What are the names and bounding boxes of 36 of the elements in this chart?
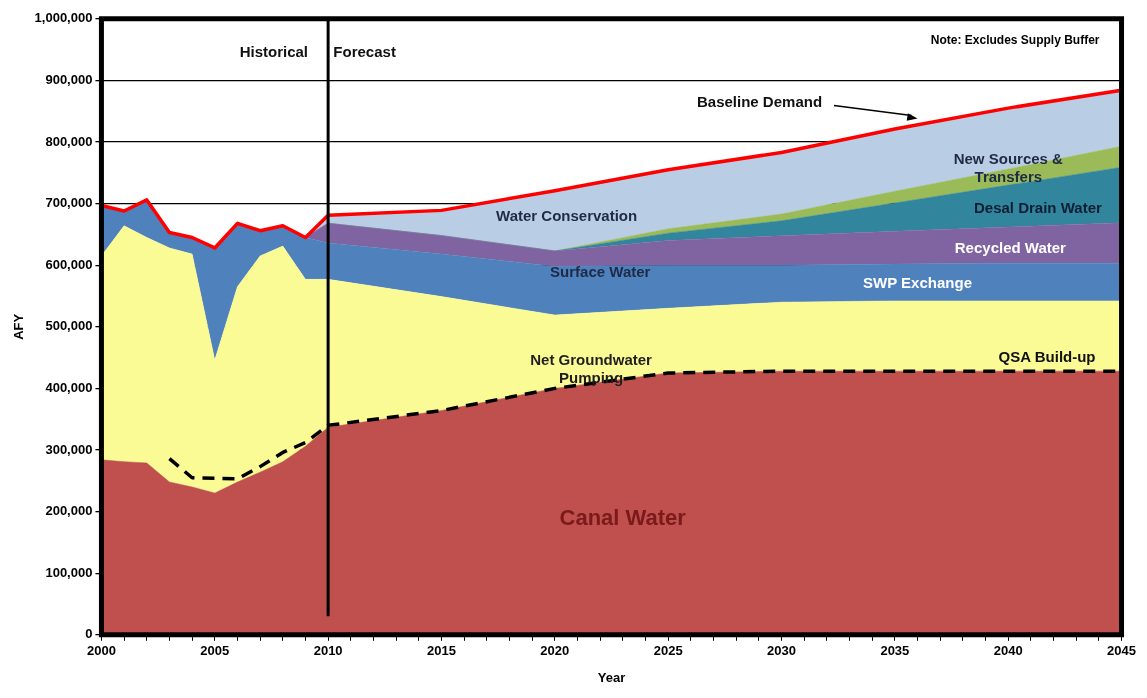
x-tick-label: 2015 xyxy=(427,643,456,659)
y-tick-label: 300,000 xyxy=(45,441,93,457)
y-tick-label: 500,000 xyxy=(45,318,93,334)
x-tick-label: 2010 xyxy=(313,643,343,659)
annotation: QSA Build-up xyxy=(998,347,1096,365)
annotation: Note: Excludes Supply Buffer xyxy=(930,33,1100,48)
y-tick-label: 1,000,000 xyxy=(34,10,93,26)
x-tick-label: 2005 xyxy=(200,643,230,659)
annotation: New Sources & Transfers xyxy=(953,149,1064,185)
annotation: Water Conservation xyxy=(496,206,638,224)
y-axis-title: AFY xyxy=(11,313,27,340)
y-tick-label: 100,000 xyxy=(45,564,93,580)
annotation: SWP Exchange xyxy=(863,274,972,292)
x-tick-label: 2020 xyxy=(540,643,570,659)
x-axis-title: Year xyxy=(597,669,626,685)
annotation: Canal Water xyxy=(559,505,687,531)
x-tick-label: 2045 xyxy=(1107,643,1136,659)
y-tick-label: 200,000 xyxy=(45,503,93,519)
x-tick-label: 2000 xyxy=(86,643,116,659)
x-tick-label: 2040 xyxy=(993,643,1023,659)
x-tick-label: 2025 xyxy=(653,643,683,659)
annotation: Net Groundwater Pumping xyxy=(530,351,653,387)
annotation: Forecast xyxy=(333,42,396,60)
x-tick-label: 2035 xyxy=(880,643,910,659)
annotation: Baseline Demand xyxy=(697,92,823,110)
y-tick-label: 800,000 xyxy=(45,133,93,149)
y-tick-label: 400,000 xyxy=(45,379,93,395)
annotation: Desal Drain Water xyxy=(973,198,1102,216)
y-tick-label: 900,000 xyxy=(45,71,93,87)
annotation: Recycled Water xyxy=(954,239,1067,257)
x-tick-label: 2030 xyxy=(767,643,796,659)
y-tick-label: 600,000 xyxy=(45,256,93,272)
y-tick-label: 700,000 xyxy=(45,195,93,211)
y-tick-label: 0 xyxy=(85,626,93,642)
annotation: Surface Water xyxy=(550,263,651,281)
annotation: Historical xyxy=(239,42,309,60)
